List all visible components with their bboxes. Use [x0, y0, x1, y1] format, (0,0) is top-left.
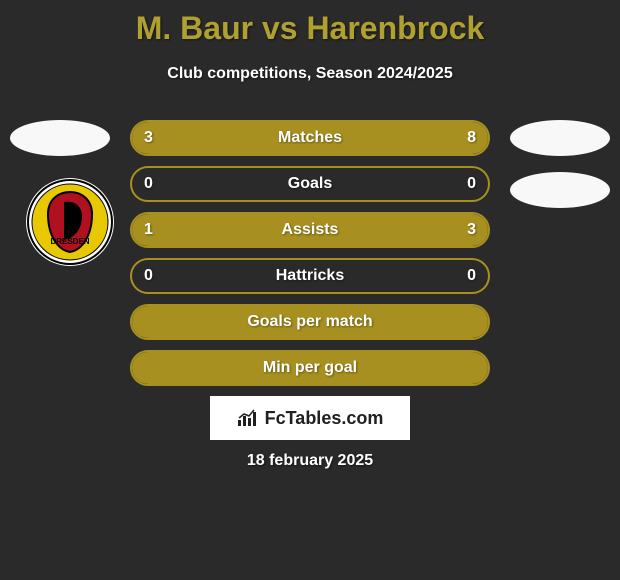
- stat-row-matches: 3 Matches 8: [130, 120, 490, 156]
- stat-label: Hattricks: [132, 260, 488, 292]
- stat-value-right: 3: [467, 214, 476, 246]
- stat-label: Assists: [132, 214, 488, 246]
- page-title: M. Baur vs Harenbrock: [0, 0, 620, 47]
- stat-label: Matches: [132, 122, 488, 154]
- stat-row-min-per-goal: Min per goal: [130, 350, 490, 386]
- brand-name: FcTables.com: [265, 408, 384, 429]
- stat-row-goals-per-match: Goals per match: [130, 304, 490, 340]
- stat-row-goals: 0 Goals 0: [130, 166, 490, 202]
- player2-badge-icon: [510, 120, 610, 156]
- stat-value-right: 0: [467, 168, 476, 200]
- brand-chart-icon: [237, 409, 259, 427]
- date-label: 18 february 2025: [0, 452, 620, 470]
- player1-club-badge-icon: DRESDEN: [26, 178, 114, 266]
- stats-container: 3 Matches 8 0 Goals 0 1 Assists 3 0 Hatt…: [130, 120, 490, 396]
- stat-value-right: 8: [467, 122, 476, 154]
- stat-row-hattricks: 0 Hattricks 0: [130, 258, 490, 294]
- stat-value-right: 0: [467, 260, 476, 292]
- brand-link[interactable]: FcTables.com: [210, 396, 410, 440]
- stat-label: Goals: [132, 168, 488, 200]
- player1-badge-icon: [10, 120, 110, 156]
- stat-label: Goals per match: [132, 306, 488, 338]
- player2-club-badge-icon: [510, 172, 610, 208]
- stat-row-assists: 1 Assists 3: [130, 212, 490, 248]
- page-subtitle: Club competitions, Season 2024/2025: [0, 65, 620, 83]
- stat-label: Min per goal: [132, 352, 488, 384]
- svg-text:DRESDEN: DRESDEN: [50, 237, 89, 246]
